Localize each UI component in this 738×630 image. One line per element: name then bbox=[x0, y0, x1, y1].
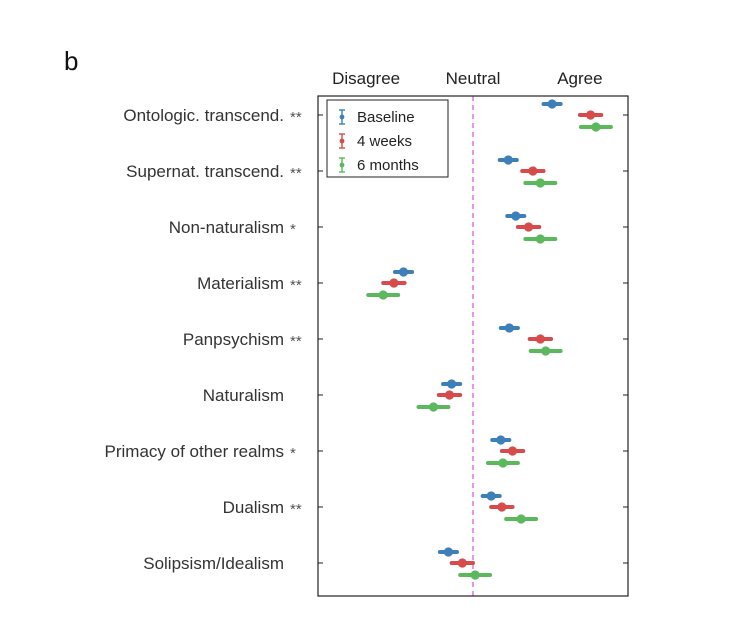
category-label: Dualism bbox=[223, 498, 284, 517]
category-label: Supernat. transcend. bbox=[126, 162, 284, 181]
data-point bbox=[585, 110, 596, 120]
y-axis-ticks bbox=[318, 114, 628, 564]
data-point bbox=[428, 402, 439, 412]
data-point bbox=[516, 514, 526, 524]
legend-label: 6 months bbox=[357, 157, 419, 174]
category-label: Solipsism/Idealism bbox=[143, 554, 284, 573]
data-marks bbox=[366, 99, 613, 580]
significance-marker: ** bbox=[290, 501, 302, 518]
series-6-months bbox=[366, 122, 613, 580]
data-point bbox=[443, 547, 454, 557]
data-point bbox=[535, 178, 545, 188]
data-point bbox=[541, 346, 551, 356]
category-label: Naturalism bbox=[203, 386, 284, 405]
category-label: Primacy of other realms bbox=[105, 442, 285, 461]
data-point bbox=[535, 334, 545, 344]
data-point bbox=[398, 267, 409, 277]
data-point bbox=[507, 446, 518, 456]
data-point bbox=[591, 122, 601, 132]
legend-marker bbox=[339, 138, 345, 144]
legend-item: Baseline bbox=[339, 109, 415, 126]
data-point bbox=[511, 211, 521, 221]
category-label: Materialism bbox=[197, 274, 284, 293]
significance-marker: ** bbox=[290, 333, 302, 350]
significance-marker: ** bbox=[290, 165, 302, 182]
data-point bbox=[498, 458, 508, 468]
significance-marker: * bbox=[290, 445, 296, 462]
significance-marker: * bbox=[290, 221, 296, 238]
data-point bbox=[547, 99, 557, 109]
data-point bbox=[447, 379, 457, 389]
category-label: Panpsychism bbox=[183, 330, 284, 349]
legend-label: Baseline bbox=[357, 109, 415, 126]
category-label: Non-naturalism bbox=[169, 218, 284, 237]
x-axis-ticks: Disagree Neutral Agree bbox=[332, 69, 603, 88]
x-tick-label-neutral: Neutral bbox=[446, 69, 501, 88]
legend-box bbox=[326, 99, 449, 178]
data-point bbox=[535, 234, 545, 244]
data-point bbox=[389, 278, 399, 288]
x-tick-label-disagree: Disagree bbox=[332, 69, 400, 88]
data-point bbox=[378, 290, 388, 300]
data-point bbox=[497, 502, 507, 512]
legend-marker bbox=[339, 114, 345, 120]
panel-letter: b bbox=[64, 46, 78, 76]
significance-marker: ** bbox=[290, 109, 302, 126]
legend-marker bbox=[339, 162, 345, 168]
x-tick-label-agree: Agree bbox=[557, 69, 602, 88]
data-point bbox=[528, 166, 538, 176]
data-point bbox=[470, 570, 480, 580]
data-point bbox=[457, 558, 467, 568]
category-labels: Ontologic. transcend. **Supernat. transce… bbox=[105, 106, 302, 573]
legend: Baseline 4 weeks 6 months bbox=[326, 99, 449, 178]
legend-item: 4 weeks bbox=[339, 133, 412, 150]
legend-label: 4 weeks bbox=[357, 133, 412, 150]
data-point bbox=[523, 222, 534, 232]
data-point bbox=[504, 323, 514, 333]
data-point bbox=[486, 491, 496, 501]
plot-frame bbox=[317, 95, 629, 597]
significance-marker: ** bbox=[290, 277, 302, 294]
series-4-weeks bbox=[381, 110, 604, 568]
data-point bbox=[503, 155, 513, 165]
data-point bbox=[444, 390, 455, 400]
data-point bbox=[496, 435, 506, 445]
series-baseline bbox=[392, 99, 563, 557]
category-label: Ontologic. transcend. bbox=[123, 106, 284, 125]
legend-item: 6 months bbox=[339, 157, 419, 174]
